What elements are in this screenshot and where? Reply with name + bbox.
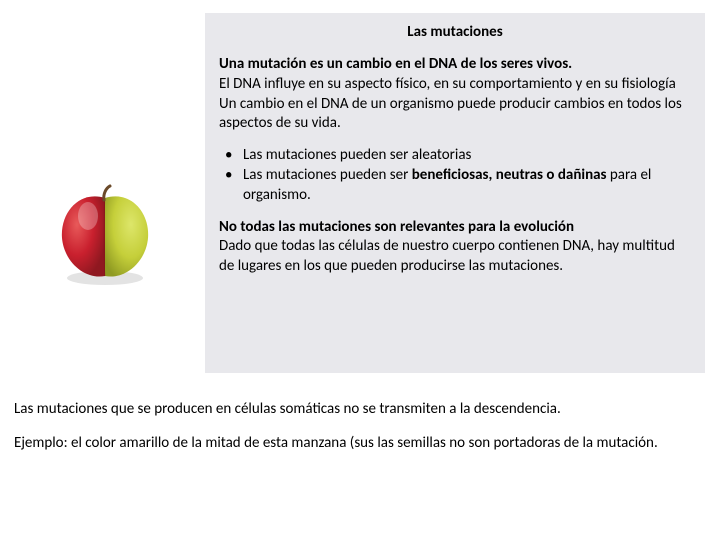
bullet-dot-icon: • [225, 166, 243, 206]
p3-bold: No todas las mutaciones son relevantes p… [219, 218, 574, 236]
panel-title: Las mutaciones [219, 23, 691, 41]
bottom-line-1: Las mutaciones que se producen en célula… [14, 400, 706, 420]
paragraph-3: No todas las mutaciones son relevantes p… [219, 218, 691, 277]
bullet-1-text: Las mutaciones pueden ser aleatorias [243, 146, 471, 166]
apple-illustration [50, 180, 160, 290]
p1-line3: Un cambio en el DNA de un organismo pued… [219, 95, 682, 133]
bottom-section: Las mutaciones que se producen en célula… [14, 400, 706, 468]
bullet-2-text: Las mutaciones pueden ser beneficiosas, … [243, 166, 691, 206]
bottom-line-2: Ejemplo: el color amarillo de la mitad d… [14, 434, 706, 454]
bullet-dot-icon: • [225, 146, 243, 166]
p3-rest: Dado que todas las células de nuestro cu… [219, 237, 675, 275]
main-panel: Las mutaciones Una mutación es un cambio… [205, 13, 705, 373]
paragraph-1: Una mutación es un cambio en el DNA de l… [219, 55, 691, 134]
bullet-list: • Las mutaciones pueden ser aleatorias •… [219, 146, 691, 205]
bullet-1: • Las mutaciones pueden ser aleatorias [225, 146, 691, 166]
p1-line2: El DNA influye en su aspecto físico, en … [219, 75, 676, 93]
p1-bold: Una mutación es un cambio en el DNA de l… [219, 55, 572, 73]
bullet-2: • Las mutaciones pueden ser beneficiosas… [225, 166, 691, 206]
